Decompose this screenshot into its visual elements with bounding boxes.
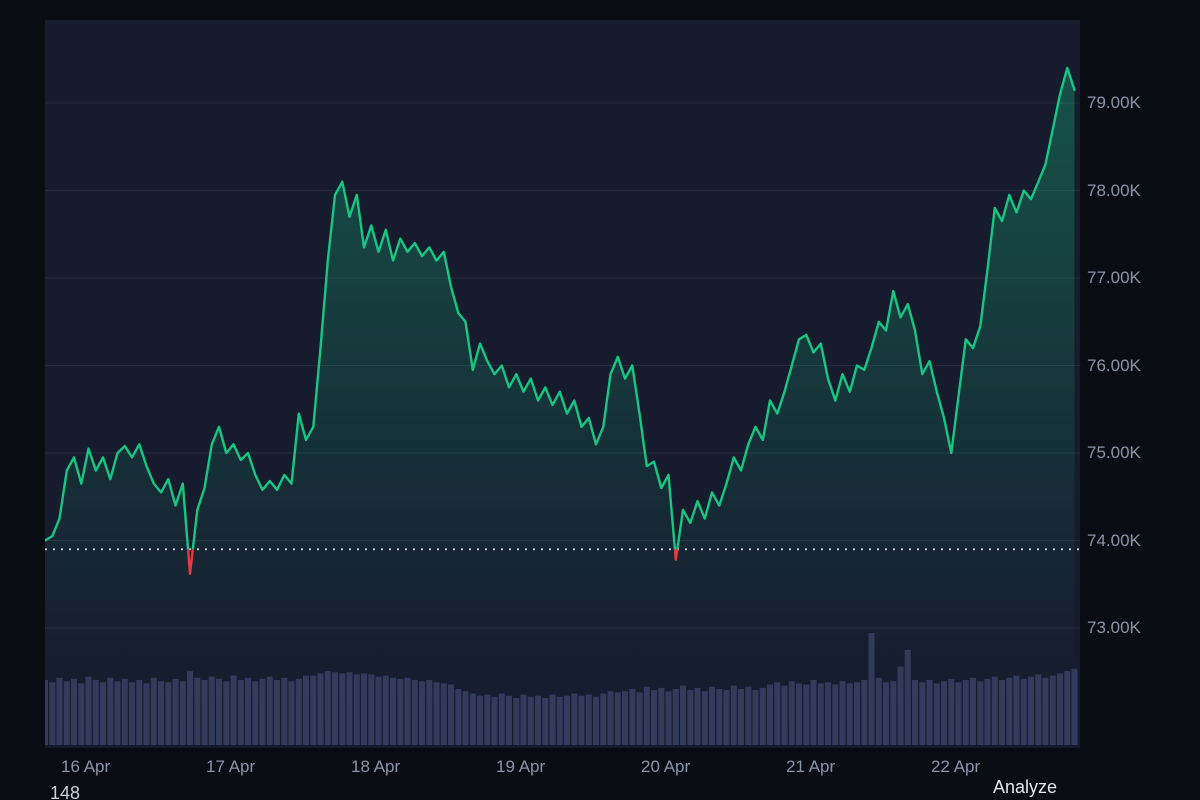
x-axis-label: 22 Apr [931, 757, 981, 776]
x-axis-label: 16 Apr [61, 757, 111, 776]
x-axis-label: 17 Apr [206, 757, 256, 776]
x-axis-label: 21 Apr [786, 757, 836, 776]
y-axis-label: 74.00K [1087, 530, 1141, 550]
y-axis-label: 76.00K [1087, 355, 1141, 375]
y-axis-label: 79.00K [1087, 93, 1141, 112]
y-axis-label: 73.00K [1087, 618, 1141, 637]
footer-left-text: 148 [50, 783, 81, 800]
y-axis-label: 75.00K [1087, 443, 1141, 462]
x-axis-label: 19 Apr [496, 757, 546, 776]
chart-plot-area[interactable] [45, 20, 1080, 748]
analyze-link[interactable]: Analyze [992, 777, 1057, 797]
y-axis-label: 77.00K [1087, 268, 1141, 287]
x-axis-label: 18 Apr [351, 757, 401, 776]
price-chart[interactable] [45, 20, 1080, 748]
y-axis-label: 78.00K [1087, 180, 1141, 200]
x-axis-label: 20 Apr [641, 757, 691, 776]
